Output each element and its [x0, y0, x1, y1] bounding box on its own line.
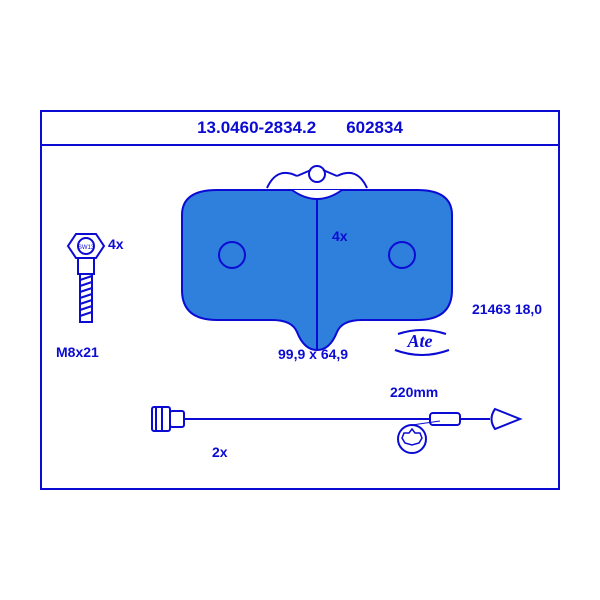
- bolt-drawing: SW13: [56, 226, 136, 336]
- header-bar: 13.0460-2834.2 602834: [42, 112, 558, 146]
- bolt-qty: 4x: [108, 236, 124, 252]
- sensor-length: 220mm: [390, 384, 438, 400]
- svg-text:Ate: Ate: [407, 331, 433, 351]
- svg-text:SW13: SW13: [78, 245, 95, 251]
- ate-logo: Ate: [392, 326, 452, 360]
- pad-dimensions: 99,9 x 64,9: [278, 346, 348, 362]
- diagram-content: SW13 4x M8x21: [42, 146, 558, 488]
- sensor-qty: 2x: [212, 444, 228, 460]
- diagram-frame: 13.0460-2834.2 602834 SW13: [40, 110, 560, 490]
- part-number-2: 602834: [346, 118, 403, 138]
- part-number-1: 13.0460-2834.2: [197, 118, 316, 138]
- bolt-spec: M8x21: [56, 344, 99, 360]
- pad-qty: 4x: [332, 228, 348, 244]
- sensor-drawing: [150, 381, 550, 471]
- pad-code: 21463 18,0: [472, 301, 542, 317]
